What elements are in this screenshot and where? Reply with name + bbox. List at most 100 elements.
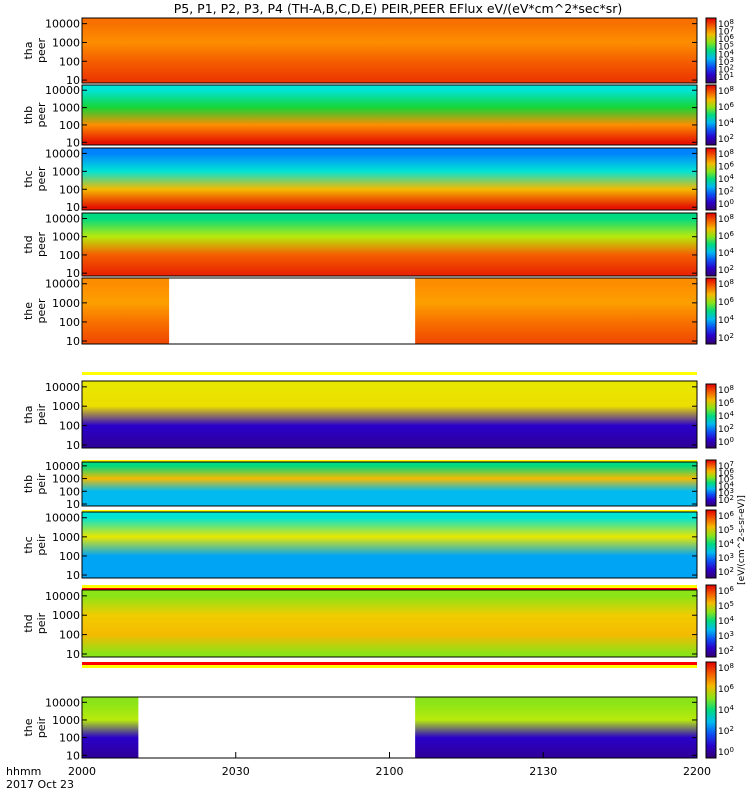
y-tick-thd-peer-1: 1000 <box>52 231 80 244</box>
colorbar-tick-thd-peir-3: 103 <box>718 630 734 642</box>
spectrogram-thc-peer <box>82 148 697 210</box>
colorbar-tick-thb-peer-1: 106 <box>718 101 734 113</box>
colorbar-thb-peer <box>705 84 717 146</box>
y-label-probe-thc-peer: thc <box>22 170 35 187</box>
spectrogram-thc-peir <box>82 512 697 578</box>
y-label-species-thc-peer: peer <box>35 166 48 192</box>
y-tick-thc-peer-2: 100 <box>59 183 80 196</box>
spectrogram-thd-peir <box>82 590 697 657</box>
colorbar-tick-thc-peer-3: 102 <box>718 186 734 198</box>
colorbar-the-peir <box>705 661 717 759</box>
y-label-probe-the-peir: the <box>22 718 35 736</box>
y-tick-thc-peer-0: 10000 <box>45 147 80 160</box>
y-label-probe-the-peer: the <box>22 302 35 320</box>
y-tick-the-peer-3: 10 <box>66 335 80 348</box>
y-tick-the-peir-3: 10 <box>66 749 80 762</box>
y-tick-thd-peir-0: 10000 <box>45 590 80 603</box>
y-label-species-thc-peir: peir <box>35 534 48 556</box>
y-tick-tha-peir-0: 10000 <box>45 381 80 394</box>
x-tick-4: 2200 <box>683 765 711 778</box>
colorbar-tick-thc-peir-4: 102 <box>718 566 734 578</box>
colorbar-tick-the-peer-3: 102 <box>718 332 734 344</box>
y-tick-thc-peer-3: 10 <box>66 201 80 214</box>
colorbar-tick-thd-peir-2: 104 <box>718 615 734 627</box>
colorbar-tick-thb-peer-2: 104 <box>718 117 734 129</box>
y-tick-the-peer-2: 100 <box>59 316 80 329</box>
colorbar-tha-peir <box>705 383 717 449</box>
x-tick-0: 2000 <box>68 765 96 778</box>
panel-thb-peer: 10000 1000 100 10 thb peer 108 106 104 102 <box>22 84 734 149</box>
x-tick-3: 2130 <box>529 765 557 778</box>
x-label-hhmm: hhmm <box>6 765 41 778</box>
colorbar-tick-thc-peir-3: 103 <box>718 552 734 564</box>
colorbar-tick-tha-peir-0: 108 <box>718 384 734 396</box>
flag-bar-the-peir-0 <box>82 662 697 665</box>
y-tick-the-peer-0: 10000 <box>45 278 80 291</box>
colorbar-tick-thc-peir-0: 106 <box>718 510 734 522</box>
colorbar-tick-thc-peer-0: 108 <box>718 148 734 160</box>
flag-bar-the-peir-1 <box>82 665 697 668</box>
spectrogram-tha-peir <box>82 381 697 448</box>
spectrogram-thd-peer <box>82 213 697 276</box>
y-tick-tha-peer-0: 10000 <box>45 18 80 31</box>
colorbar-tick-the-peir-3: 102 <box>718 725 734 737</box>
colorbar-tick-tha-peir-1: 106 <box>718 397 734 409</box>
y-tick-thd-peer-0: 10000 <box>45 212 80 225</box>
panel-frame-tha-peer <box>81 17 698 84</box>
y-label-probe-thd-peir: thd <box>22 614 35 632</box>
colorbar-tick-the-peir-2: 104 <box>718 704 734 716</box>
spectrogram-thb-peer <box>82 85 697 145</box>
y-label-probe-thb-peer: thb <box>22 106 35 124</box>
colorbar-thb-peir <box>705 459 717 507</box>
flag-bar-thd-peir-0 <box>82 585 697 588</box>
colorbar-thc-peir <box>705 509 717 579</box>
colorbar-tick-thc-peer-4: 100 <box>718 198 734 210</box>
y-tick-the-peer-1: 1000 <box>52 297 80 310</box>
data-gap-the-peir-0 <box>138 697 416 758</box>
y-label-species-thb-peir: peir <box>35 473 48 495</box>
colorbar-tick-the-peer-1: 106 <box>718 296 734 308</box>
colorbar-tick-thd-peer-0: 108 <box>718 213 734 225</box>
x-tick-2: 2100 <box>376 765 404 778</box>
y-tick-tha-peer-2: 100 <box>59 55 80 68</box>
y-tick-thc-peir-2: 100 <box>59 550 80 563</box>
y-tick-tha-peer-3: 10 <box>66 74 80 87</box>
y-tick-tha-peir-2: 100 <box>59 420 80 433</box>
y-label-species-thd-peir: peir <box>35 612 48 634</box>
y-label-species-the-peer: peer <box>35 298 48 324</box>
y-tick-thb-peer-1: 1000 <box>52 102 80 115</box>
y-label-species-thb-peer: peer <box>35 102 48 128</box>
y-tick-thb-peer-2: 100 <box>59 119 80 132</box>
panel-the-peir: 10000 1000 100 10 the peir 108 106 104 102 100 <box>22 661 734 762</box>
colorbar-tick-the-peir-4: 100 <box>718 746 734 758</box>
y-label-species-tha-peir: peir <box>35 403 48 425</box>
x-tick-1: 2030 <box>222 765 250 778</box>
colorbar-tick-thc-peer-1: 106 <box>718 161 734 173</box>
panel-thd-peir: 10000 1000 100 10 thd peir 106 105 104 103 102 <box>22 584 734 661</box>
colorbar-tha-peer <box>705 17 717 84</box>
panel-thc-peir: 10000 1000 100 10 thc peir 106 105 104 103 102 <box>22 509 734 582</box>
colorbar-tick-thd-peer-3: 102 <box>718 264 734 276</box>
colorbar-tick-thb-peir-5: 102 <box>718 494 734 506</box>
colorbar-thd-peer <box>705 212 717 277</box>
y-label-species-thd-peer: peer <box>35 232 48 258</box>
data-gap-the-peer-0 <box>169 278 416 344</box>
colorbar-tick-tha-peir-3: 102 <box>718 423 734 435</box>
y-tick-the-peir-0: 10000 <box>45 696 80 709</box>
panel-thd-peer: 10000 1000 100 10 thd peer 108 106 104 102 <box>22 212 734 280</box>
colorbar-tick-the-peer-2: 104 <box>718 314 734 326</box>
y-tick-thd-peer-3: 10 <box>66 267 80 280</box>
colorbar-tick-thd-peir-0: 106 <box>718 585 734 597</box>
colorbar-thc-peer <box>705 147 717 211</box>
y-tick-thd-peir-3: 10 <box>66 648 80 661</box>
y-tick-thc-peir-0: 10000 <box>45 512 80 525</box>
y-label-species-tha-peer: peer <box>35 38 48 64</box>
colorbar-tick-thd-peir-4: 102 <box>718 645 734 657</box>
panel-frame-the-peer <box>81 277 698 345</box>
y-tick-thc-peir-1: 1000 <box>52 531 80 544</box>
y-label-probe-thc-peir: thc <box>22 536 35 553</box>
